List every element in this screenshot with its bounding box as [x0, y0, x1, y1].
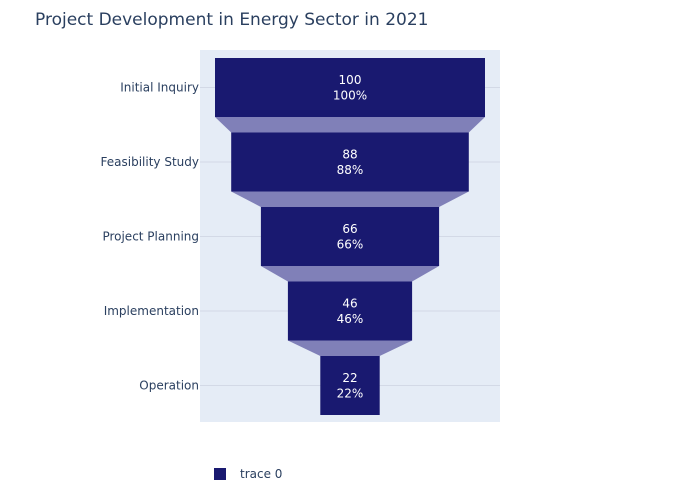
y-tick-label: Operation [139, 379, 199, 393]
funnel-bar[interactable] [320, 356, 380, 415]
value-label: 22 [342, 371, 357, 385]
y-tick-label: Initial Inquiry [120, 81, 199, 95]
funnel-connector [215, 117, 485, 133]
funnel-bar[interactable] [260, 207, 440, 266]
y-tick-label: Project Planning [102, 230, 199, 244]
value-label: 66 [342, 222, 357, 236]
funnel-connector [287, 340, 413, 356]
y-tick-label: Implementation [104, 304, 199, 318]
value-label: 88 [342, 148, 357, 162]
percent-label: 88% [337, 163, 364, 177]
funnel-connector [231, 191, 469, 207]
percent-label: 22% [337, 387, 364, 401]
funnel-bar[interactable] [215, 58, 485, 117]
value-label: 46 [342, 297, 357, 311]
legend-label: trace 0 [240, 467, 282, 481]
funnel-connector [260, 266, 440, 282]
funnel-bar[interactable] [231, 132, 469, 192]
funnel-bar[interactable] [287, 281, 413, 341]
value-label: 100 [339, 73, 362, 87]
funnel-connectors [215, 117, 485, 356]
chart-title: Project Development in Energy Sector in … [35, 10, 428, 30]
percent-label: 100% [333, 89, 367, 103]
y-axis-labels: Initial Inquiry Feasibility Study Project … [101, 81, 199, 393]
y-tick-label: Feasibility Study [101, 155, 199, 169]
legend[interactable]: trace 0 [214, 467, 282, 481]
funnel-bars [215, 58, 485, 415]
legend-swatch [214, 468, 226, 480]
percent-label: 46% [337, 312, 364, 326]
percent-label: 66% [337, 238, 364, 252]
